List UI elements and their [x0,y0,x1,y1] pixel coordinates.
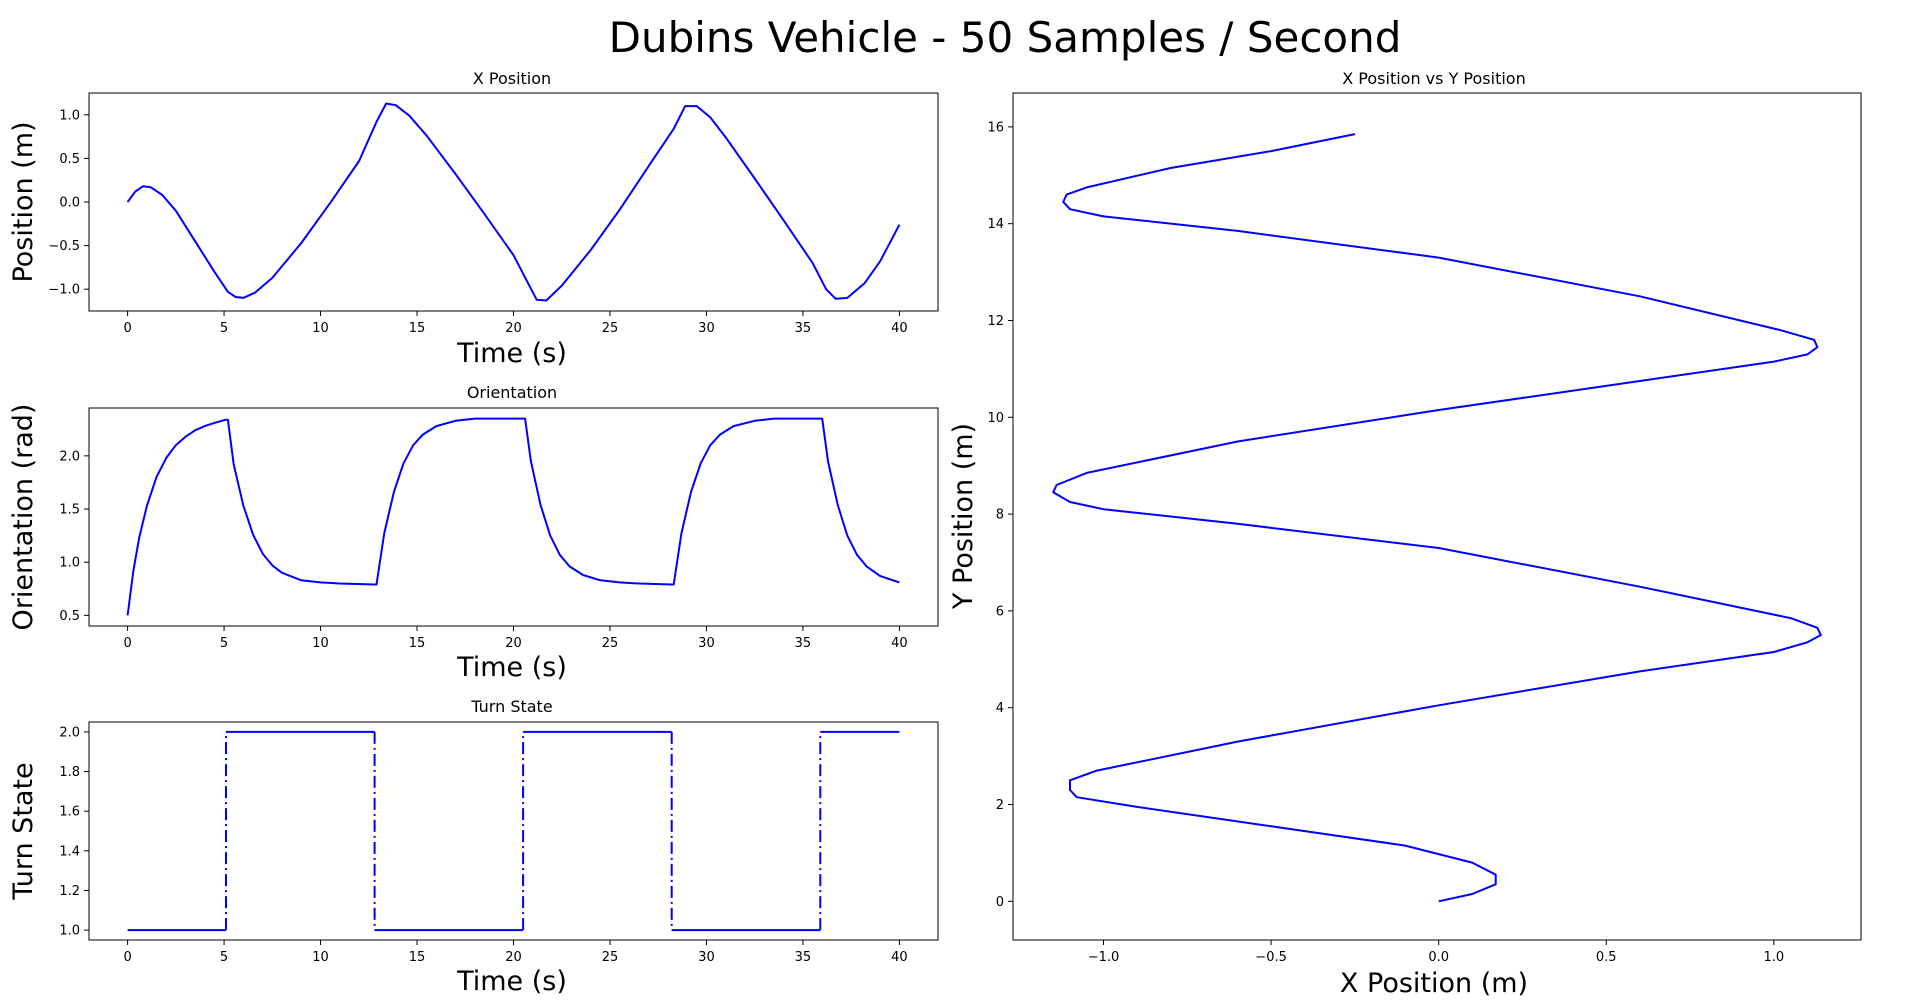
orient-y-tick-label: 0.5 [59,609,80,624]
turn-state-title: Turn State [470,697,552,716]
orient-x-tick-label: 40 [891,636,908,651]
orient-x-tick-label: 20 [505,636,522,651]
x-position-title: X Position [473,69,551,88]
turn-x-tick-label: 10 [312,950,329,965]
xpos-series-line [126,102,901,302]
xpos-x-tick-label: 40 [891,321,908,336]
xpos-x-tick-label: 20 [505,321,522,336]
turn-x-tick-label: 40 [891,950,908,965]
xpos-x-tick-label: 15 [409,321,426,336]
orientation-ylabel: Orientation (rad) [8,404,39,631]
figure-title: Dubins Vehicle - 50 Samples / Second [609,13,1402,62]
xpos-y-tick-label: 1.0 [59,108,80,123]
xy-xlabel: X Position (m) [1340,968,1528,999]
turn-state-chart: Turn State Time (s) Turn State 0 5 10 15 20 2… [8,697,939,997]
xpos-x-tick-label: 35 [795,321,812,336]
xpos-y-tick-label: 0.0 [59,196,80,211]
turn-state-xlabel: Time (s) [456,966,567,997]
xpos-x-tick-label: 25 [602,321,619,336]
xpos-x-tick-label: 30 [698,321,715,336]
xpos-y-tick-label: −0.5 [48,239,80,254]
xy-x-tick-label: 0.5 [1596,950,1617,965]
orient-x-tick-label: 25 [602,636,619,651]
xy-x-tick-label: −0.5 [1255,950,1287,965]
turn-y-tick-label: 1.6 [59,805,80,820]
xy-y-tick-label: 14 [987,217,1004,232]
xy-title: X Position vs Y Position [1342,69,1525,88]
xpos-x-tick-label: 10 [312,321,329,336]
xy-y-tick-label: 0 [996,895,1004,910]
orient-axes-frame [88,407,939,627]
xy-y-tick-label: 12 [987,314,1004,329]
orientation-title: Orientation [467,383,557,402]
xy-y-tick-label: 8 [996,508,1004,523]
xy-y-tick-label: 4 [996,701,1004,716]
orient-series-line [126,417,900,616]
orient-y-tick-label: 1.5 [59,503,80,518]
xy-x-tick-label: 0.0 [1428,950,1449,965]
xy-x-tick-label: 1.0 [1764,950,1785,965]
orient-x-tick-label: 15 [409,636,426,651]
xpos-axes-frame [88,92,939,312]
xy-y-tick-label: 6 [996,604,1004,619]
orient-y-tick-label: 1.0 [59,556,80,571]
xy-series-line [1052,133,1822,903]
turn-x-tick-label: 5 [220,950,228,965]
turn-y-tick-label: 1.0 [59,924,80,939]
xy-axes-frame [1012,92,1862,941]
turn-x-tick-label: 20 [505,950,522,965]
xy-ylabel: Y Position (m) [948,423,979,610]
turn-x-tick-label: 30 [698,950,715,965]
orient-x-tick-label: 5 [220,636,228,651]
turn-axes-frame [88,721,939,941]
xy-trajectory-chart: X Position vs Y Position X Position (m) … [948,69,1862,999]
turn-y-tick-label: 1.4 [59,844,80,859]
x-position-xlabel: Time (s) [456,338,567,369]
xy-y-tick-label: 2 [996,798,1004,813]
turn-x-tick-label: 0 [123,950,131,965]
orient-x-tick-label: 0 [123,636,131,651]
turn-x-tick-label: 15 [409,950,426,965]
turn-y-tick-label: 2.0 [59,725,80,740]
orient-x-tick-label: 35 [795,636,812,651]
xpos-y-tick-label: 0.5 [59,152,80,167]
xy-x-tick-label: −1.0 [1088,950,1120,965]
turn-state-ylabel: Turn State [8,762,39,900]
xpos-y-tick-label: −1.0 [48,283,80,298]
orient-y-tick-label: 2.0 [59,449,80,464]
orient-x-tick-label: 10 [312,636,329,651]
turn-y-tick-label: 1.2 [59,884,80,899]
xy-y-tick-label: 10 [987,411,1004,426]
xpos-x-tick-label: 0 [123,321,131,336]
x-position-chart: X Position Time (s) Position (m) 0 5 10 15 2… [8,69,939,369]
xy-y-tick-label: 16 [987,120,1004,135]
xpos-x-tick-label: 5 [220,321,228,336]
orientation-chart: Orientation Time (s) Orientation (rad) 0… [8,383,939,683]
orientation-xlabel: Time (s) [456,652,567,683]
x-position-ylabel: Position (m) [8,121,39,282]
turn-x-tick-label: 25 [602,950,619,965]
turn-y-tick-label: 1.8 [59,765,80,780]
orient-x-tick-label: 30 [698,636,715,651]
turn-x-tick-label: 35 [795,950,812,965]
